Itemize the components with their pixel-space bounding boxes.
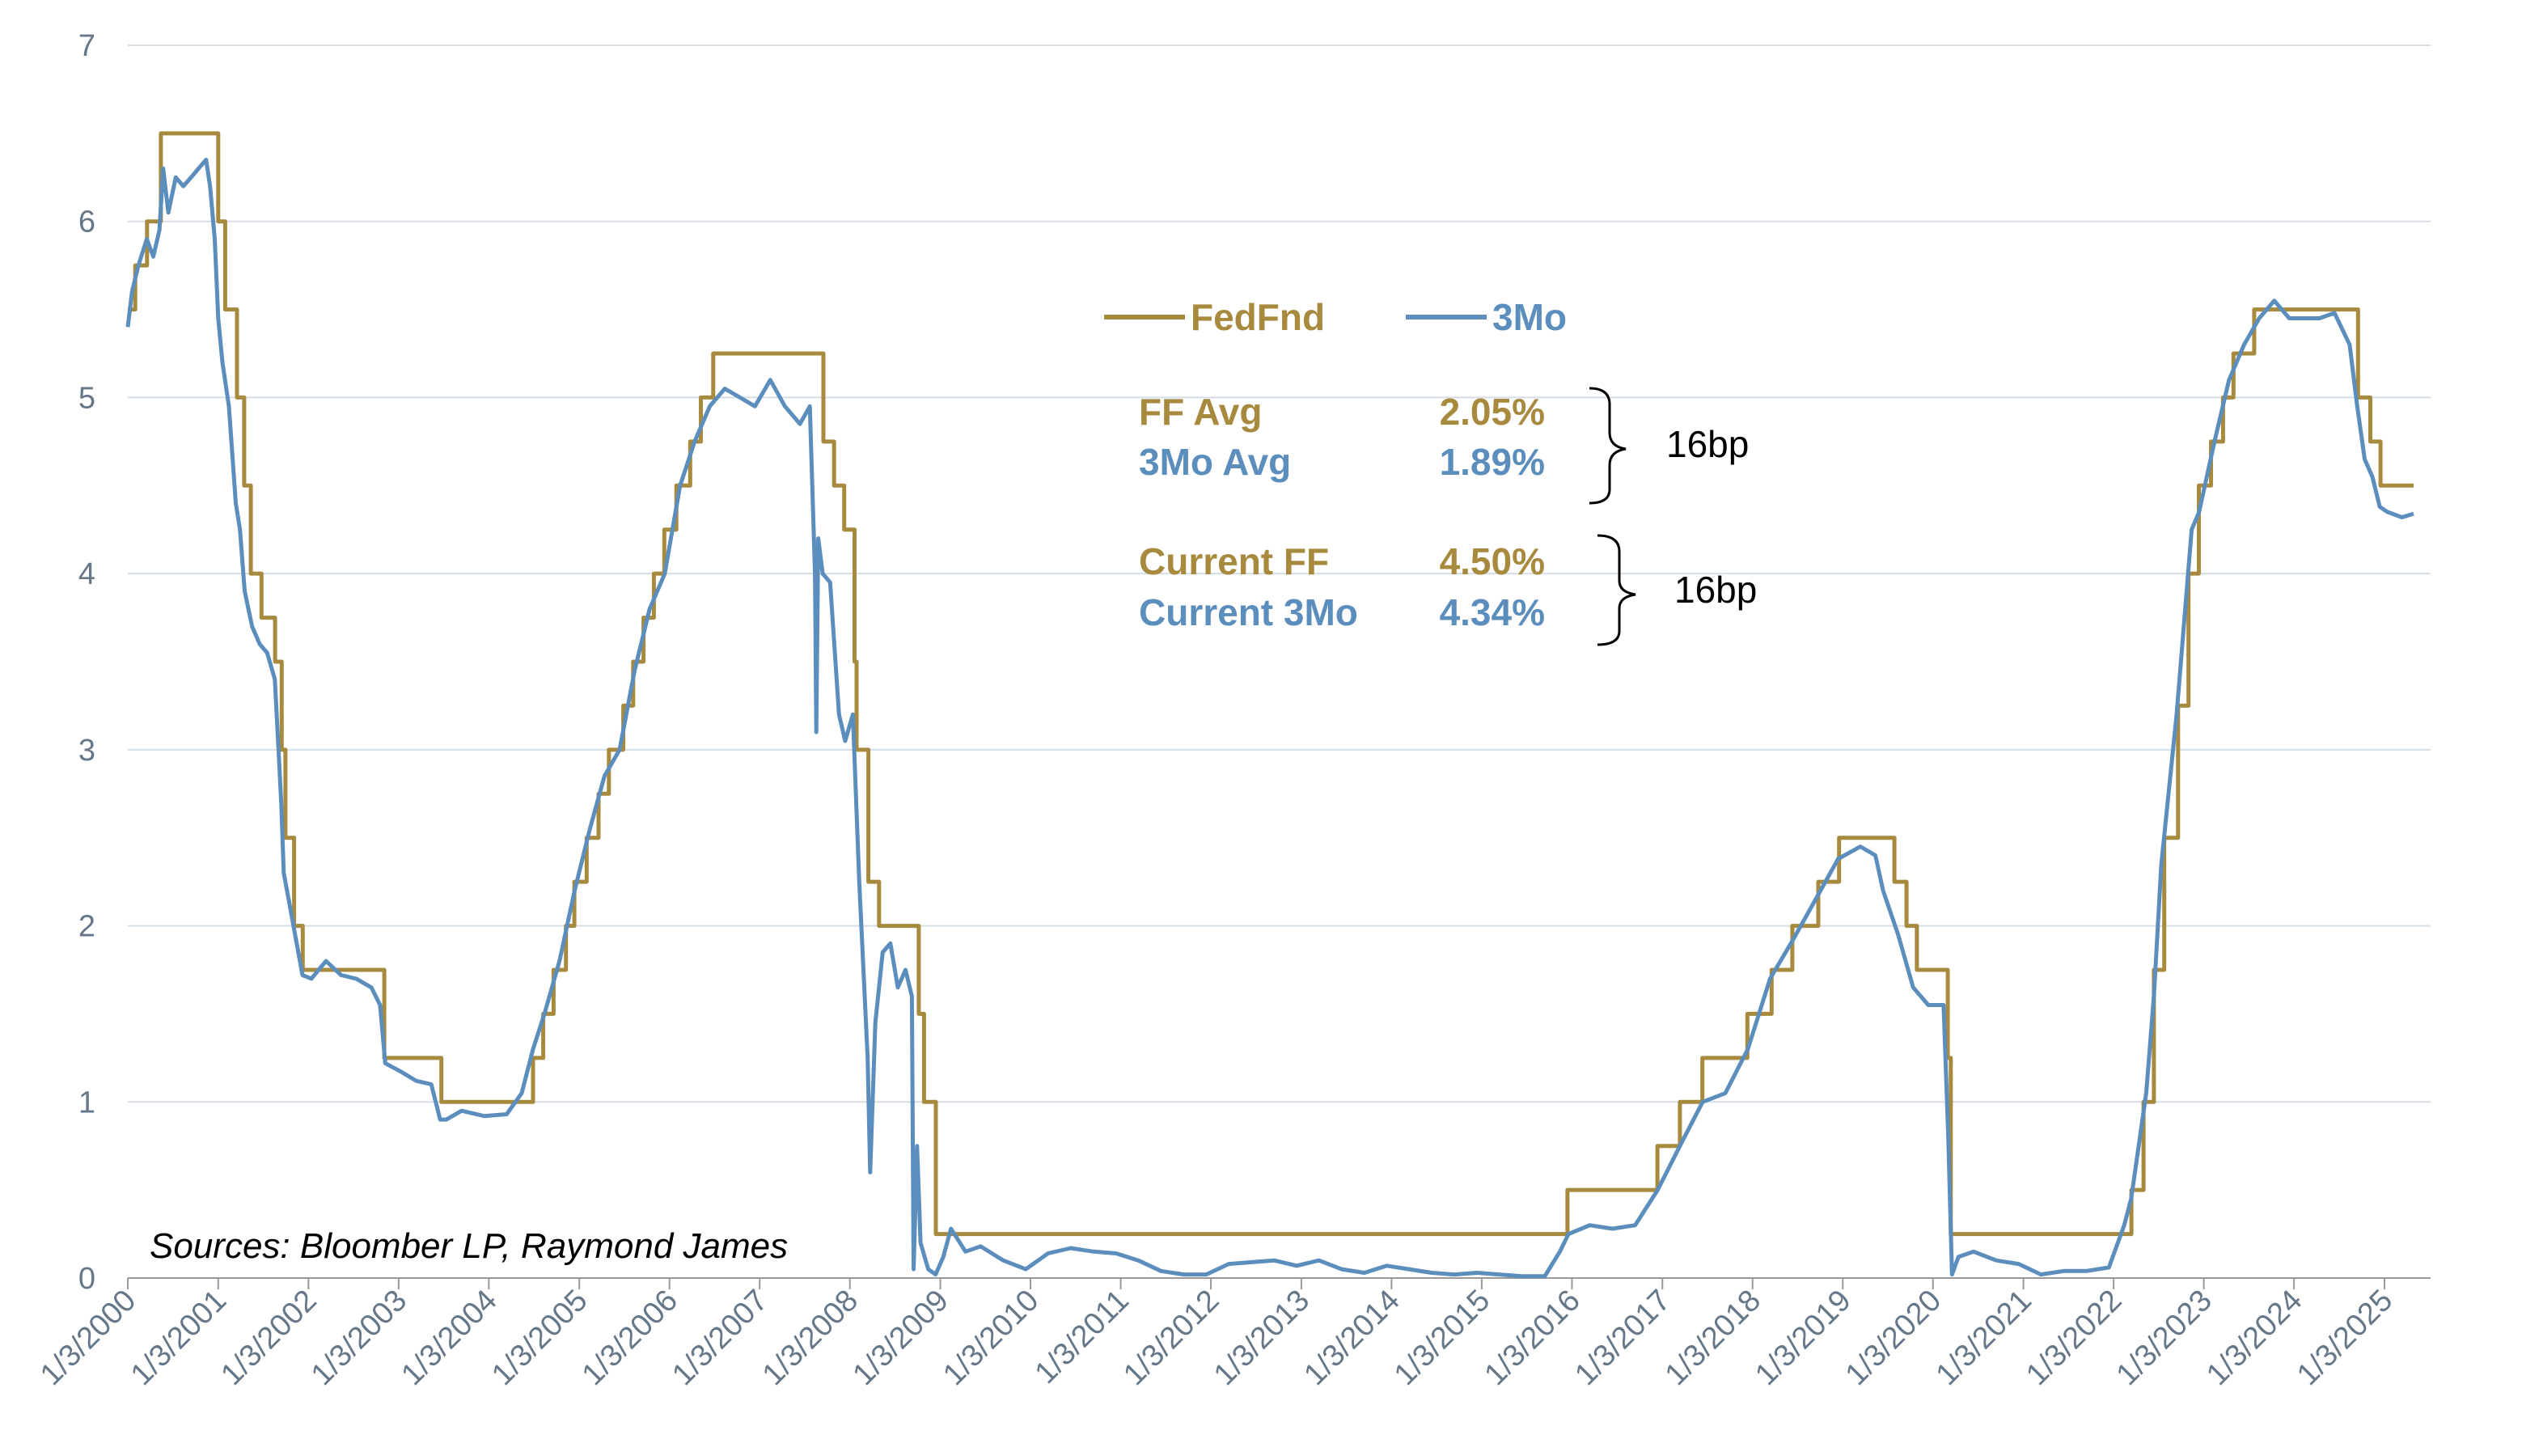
current-3mo-label: Current 3Mo bbox=[1139, 591, 1358, 633]
mo-avg-value: 1.89% bbox=[1440, 441, 1545, 483]
series-fedfnd-line bbox=[128, 131, 2414, 1237]
legend: FedFnd 3Mo bbox=[1104, 296, 1567, 338]
y-tick-label: 1 bbox=[78, 1086, 95, 1120]
legend-3mo-label: 3Mo bbox=[1492, 296, 1567, 338]
y-tick-label: 2 bbox=[78, 910, 95, 944]
current-ff-label: Current FF bbox=[1139, 540, 1329, 582]
series-group bbox=[125, 131, 2414, 1279]
avg-brace bbox=[1589, 387, 1627, 505]
y-tick-label: 3 bbox=[78, 734, 95, 768]
y-tick-label: 6 bbox=[78, 205, 95, 239]
current-stats: Current FF 4.50% Current 3Mo 4.34% 16bp bbox=[1139, 534, 1757, 646]
avg-diff-label: 16bp bbox=[1666, 423, 1749, 465]
ff-avg-value: 2.05% bbox=[1440, 391, 1545, 433]
ff-avg-label: FF Avg bbox=[1139, 391, 1262, 433]
current-ff-value: 4.50% bbox=[1440, 540, 1545, 582]
current-brace bbox=[1597, 534, 1636, 646]
avg-stats: FF Avg 2.05% 3Mo Avg 1.89% 16bp bbox=[1139, 387, 1749, 505]
legend-fedfnd-label: FedFnd bbox=[1191, 296, 1325, 338]
current-diff-label: 16bp bbox=[1674, 569, 1757, 611]
mo-avg-label: 3Mo Avg bbox=[1139, 441, 1291, 483]
y-axis-ticks: 0 1 2 3 4 5 6 7 bbox=[78, 29, 95, 1296]
series-3mo-line bbox=[125, 158, 2414, 1279]
current-3mo-value: 4.34% bbox=[1440, 591, 1545, 633]
y-tick-label: 7 bbox=[78, 29, 95, 63]
source-note: Sources: Bloomber LP, Raymond James bbox=[150, 1226, 788, 1266]
y-tick-label: 4 bbox=[78, 557, 95, 591]
y-tick-label: 0 bbox=[78, 1262, 95, 1296]
y-tick-label: 5 bbox=[78, 381, 95, 415]
